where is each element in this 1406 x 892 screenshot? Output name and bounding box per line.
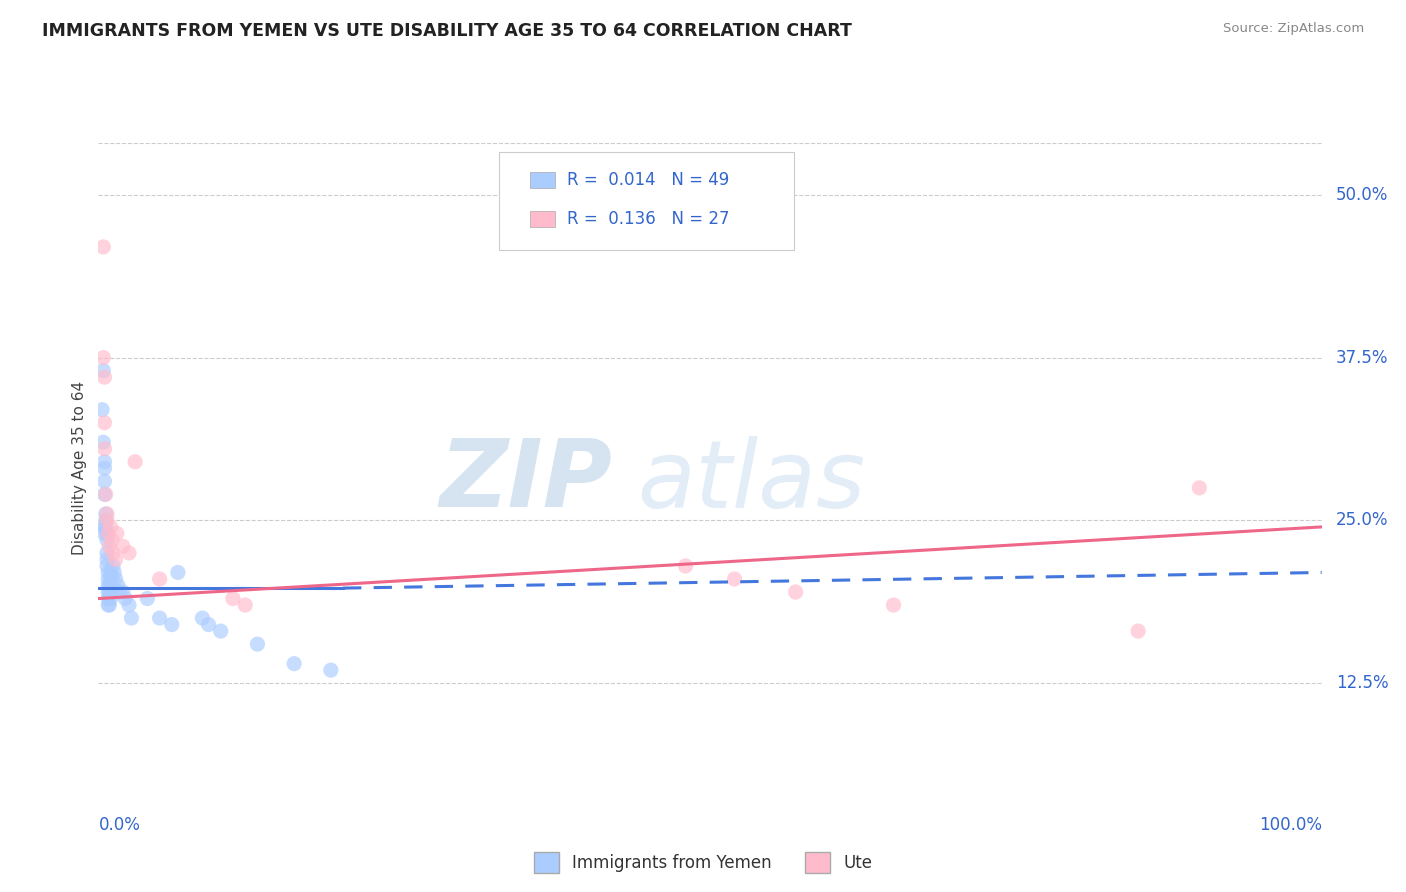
Point bbox=[149, 611, 172, 625]
Text: atlas: atlas bbox=[637, 436, 865, 527]
Point bbox=[883, 598, 905, 612]
Point bbox=[97, 598, 120, 612]
Point bbox=[319, 663, 342, 677]
Point bbox=[97, 526, 120, 541]
Text: R =  0.014   N = 49: R = 0.014 N = 49 bbox=[567, 171, 728, 189]
Point bbox=[103, 566, 125, 580]
Point bbox=[101, 558, 124, 574]
Point bbox=[111, 540, 134, 554]
Point bbox=[222, 591, 245, 606]
Point bbox=[1128, 624, 1150, 639]
Point bbox=[675, 558, 697, 574]
Y-axis label: Disability Age 35 to 64: Disability Age 35 to 64 bbox=[72, 381, 87, 556]
Point bbox=[98, 585, 121, 599]
Point bbox=[104, 572, 127, 586]
Point bbox=[91, 351, 114, 365]
Point bbox=[91, 240, 114, 254]
Point bbox=[96, 546, 118, 560]
Legend: Immigrants from Yemen, Ute: Immigrants from Yemen, Ute bbox=[527, 846, 879, 880]
Point bbox=[100, 520, 122, 534]
Point bbox=[98, 540, 121, 554]
Point bbox=[94, 507, 117, 521]
Point bbox=[107, 578, 129, 592]
Point bbox=[93, 416, 115, 430]
Point bbox=[723, 572, 745, 586]
Point bbox=[93, 487, 115, 501]
Point bbox=[97, 591, 120, 606]
Point bbox=[91, 364, 114, 378]
Point bbox=[97, 566, 120, 580]
Point bbox=[118, 546, 141, 560]
Point bbox=[97, 572, 120, 586]
Point bbox=[96, 526, 118, 541]
Point bbox=[233, 598, 256, 612]
Point bbox=[120, 611, 142, 625]
Point bbox=[93, 455, 115, 469]
Text: Source: ZipAtlas.com: Source: ZipAtlas.com bbox=[1223, 22, 1364, 36]
Point bbox=[114, 591, 136, 606]
Point bbox=[100, 566, 122, 580]
Point bbox=[108, 585, 131, 599]
Point bbox=[101, 546, 124, 560]
Point bbox=[124, 455, 146, 469]
Point bbox=[160, 617, 183, 632]
Point bbox=[96, 558, 118, 574]
Text: 37.5%: 37.5% bbox=[1336, 349, 1388, 367]
Point bbox=[91, 435, 114, 450]
Point bbox=[100, 572, 122, 586]
Point bbox=[100, 591, 122, 606]
Text: 100.0%: 100.0% bbox=[1258, 816, 1322, 834]
Text: 12.5%: 12.5% bbox=[1336, 674, 1388, 692]
Point bbox=[97, 578, 120, 592]
Point bbox=[98, 578, 121, 592]
Point bbox=[98, 598, 121, 612]
Point bbox=[149, 572, 172, 586]
Point bbox=[94, 520, 117, 534]
Point bbox=[100, 585, 122, 599]
Point bbox=[167, 566, 190, 580]
Point bbox=[111, 585, 134, 599]
Point bbox=[96, 552, 118, 566]
Point bbox=[191, 611, 214, 625]
Text: 50.0%: 50.0% bbox=[1336, 186, 1388, 203]
Point bbox=[91, 402, 114, 417]
Text: R =  0.136   N = 27: R = 0.136 N = 27 bbox=[567, 210, 730, 227]
Text: 0.0%: 0.0% bbox=[98, 816, 141, 834]
Point bbox=[94, 513, 117, 527]
Point bbox=[96, 513, 118, 527]
Point bbox=[104, 552, 127, 566]
Point bbox=[1188, 481, 1211, 495]
Point bbox=[785, 585, 807, 599]
Point bbox=[197, 617, 219, 632]
Point bbox=[209, 624, 232, 639]
Point bbox=[93, 475, 115, 489]
Point bbox=[93, 520, 115, 534]
Text: ZIP: ZIP bbox=[439, 435, 612, 527]
Point bbox=[118, 598, 141, 612]
Point bbox=[283, 657, 305, 671]
Point bbox=[246, 637, 269, 651]
Point bbox=[105, 526, 128, 541]
Text: 25.0%: 25.0% bbox=[1336, 511, 1388, 529]
Point bbox=[93, 442, 115, 456]
Point bbox=[96, 533, 118, 547]
Point bbox=[101, 533, 124, 547]
Point bbox=[93, 461, 115, 475]
Point bbox=[97, 585, 120, 599]
Point bbox=[96, 507, 118, 521]
Point bbox=[136, 591, 159, 606]
Text: IMMIGRANTS FROM YEMEN VS UTE DISABILITY AGE 35 TO 64 CORRELATION CHART: IMMIGRANTS FROM YEMEN VS UTE DISABILITY … bbox=[42, 22, 852, 40]
Point bbox=[94, 487, 117, 501]
Point bbox=[93, 370, 115, 384]
Point bbox=[93, 526, 115, 541]
